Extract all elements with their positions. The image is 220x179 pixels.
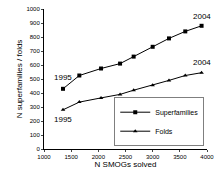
svg-text:1000: 1000	[26, 6, 40, 12]
svg-text:Folds: Folds	[155, 128, 173, 135]
svg-text:900: 900	[30, 20, 41, 26]
svg-text:N SMOGs solved: N SMOGs solved	[95, 160, 157, 169]
svg-text:N superfamilies / folds: N superfamilies / folds	[15, 40, 24, 119]
svg-text:2004: 2004	[193, 58, 211, 67]
svg-text:500: 500	[30, 76, 41, 82]
svg-text:3000: 3000	[146, 154, 160, 160]
svg-text:4000: 4000	[200, 154, 214, 160]
svg-text:200: 200	[30, 118, 41, 124]
svg-text:3500: 3500	[173, 154, 187, 160]
svg-text:2500: 2500	[119, 154, 133, 160]
svg-text:Superfamilies: Superfamilies	[155, 109, 198, 117]
svg-text:1995: 1995	[54, 115, 72, 124]
svg-text:700: 700	[30, 48, 41, 54]
svg-text:100: 100	[30, 132, 41, 138]
svg-text:1995: 1995	[54, 73, 72, 82]
svg-text:800: 800	[30, 34, 41, 40]
svg-text:2000: 2000	[92, 154, 106, 160]
svg-text:300: 300	[30, 104, 41, 110]
svg-text:400: 400	[30, 90, 41, 96]
svg-text:1500: 1500	[64, 154, 78, 160]
svg-text:0: 0	[36, 146, 40, 152]
svg-text:2004: 2004	[193, 12, 211, 21]
svg-text:600: 600	[30, 62, 41, 68]
svg-text:1000: 1000	[37, 154, 51, 160]
